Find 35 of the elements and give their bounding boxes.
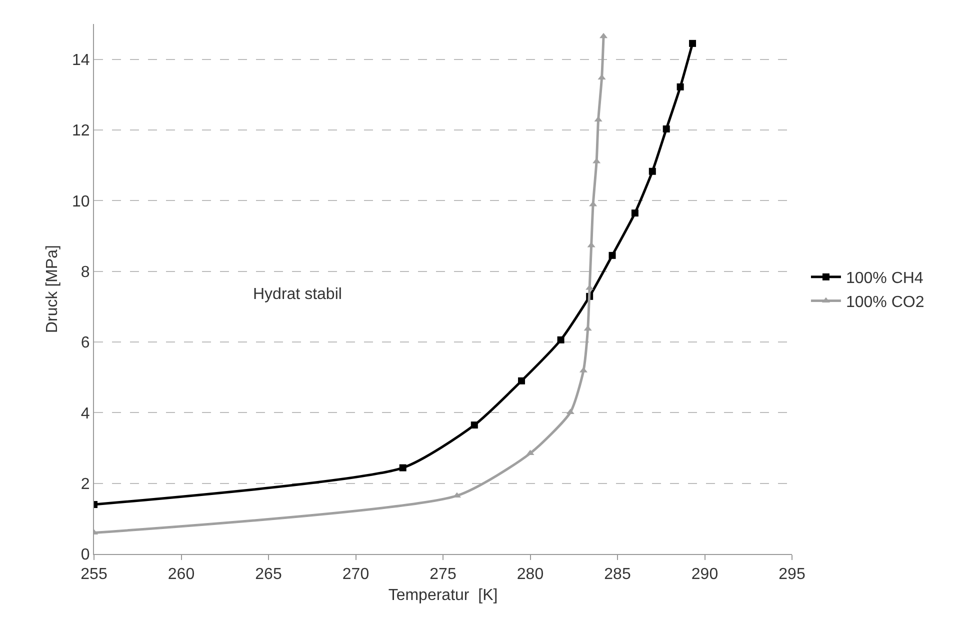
point [600, 32, 608, 38]
y-axis-title: Druck [MPa] [44, 244, 61, 334]
legend-label: 100% CO2 [846, 294, 924, 311]
point [648, 168, 656, 175]
y-tick-label: 0 [80, 546, 90, 564]
x-tick-label: 280 [516, 566, 544, 584]
point [566, 408, 574, 414]
y-tick-label: 14 [72, 52, 90, 69]
point [399, 464, 406, 472]
x-tick-label: 255 [80, 566, 108, 584]
y-tick-label: 2 [80, 476, 90, 493]
point [526, 450, 534, 456]
x-tick-label: 260 [168, 566, 195, 584]
y-tick-label: 12 [72, 122, 90, 140]
point [608, 252, 616, 259]
point [557, 336, 564, 344]
point [689, 40, 696, 47]
x-tick-label: 290 [691, 566, 718, 584]
legend-label: 100% CH4 [846, 270, 924, 288]
point [662, 125, 670, 132]
x-tick-label: 275 [430, 566, 456, 584]
x-tick-label: 270 [342, 566, 370, 584]
point [518, 377, 526, 384]
annotation: Hydrat stabil [253, 286, 342, 303]
x-tick-label: 265 [255, 566, 282, 584]
x-tick-label: 295 [778, 566, 806, 584]
y-tick-label: 8 [80, 264, 90, 281]
x-tick-label: 285 [604, 566, 631, 584]
point [676, 83, 684, 90]
point [470, 422, 478, 429]
y-tick-label: 6 [80, 334, 90, 352]
y-tick-label: 10 [72, 193, 90, 210]
point [631, 210, 638, 217]
x-axis-title: Temperatur [K] [388, 586, 498, 604]
y-tick-label: 4 [80, 405, 90, 422]
